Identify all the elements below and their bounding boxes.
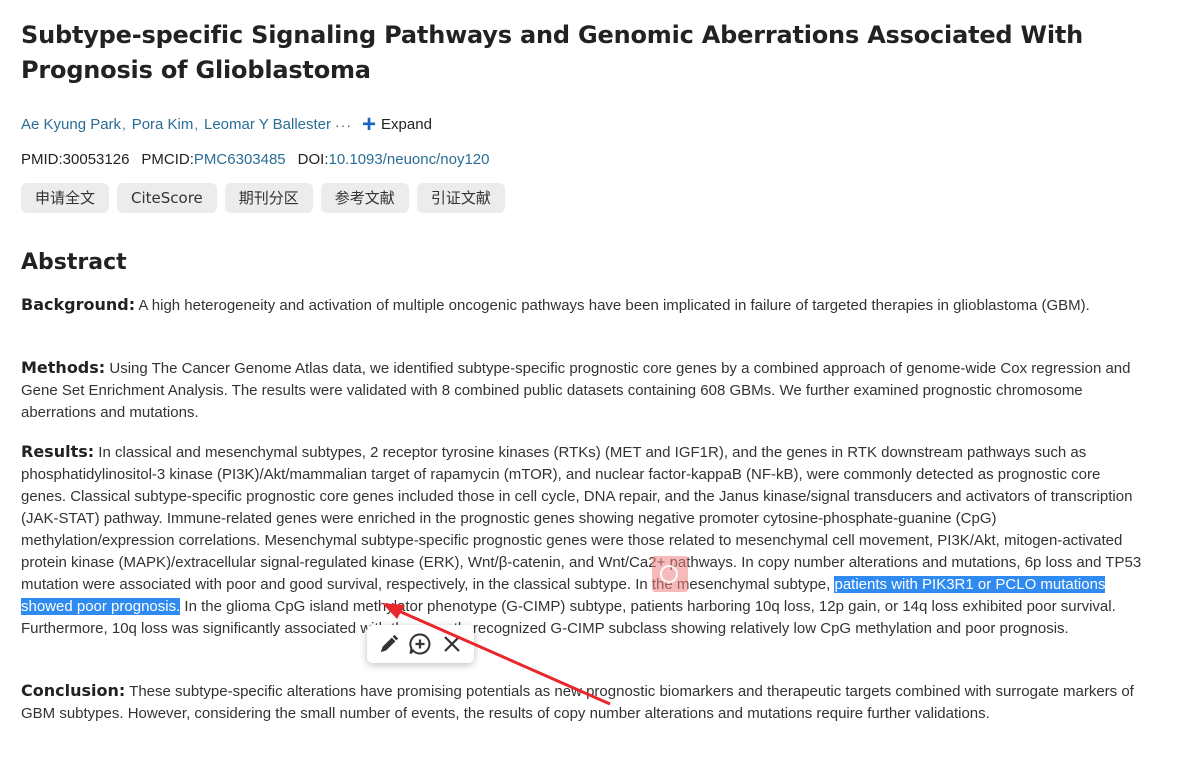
pmcid-label: PMCID:: [141, 151, 194, 168]
expand-label: Expand: [381, 116, 432, 133]
results-label: Results:: [21, 442, 95, 461]
author-list: Ae Kyung Park , Pora Kim , Leomar Y Ball…: [21, 111, 432, 138]
author-link[interactable]: Pora Kim: [131, 116, 194, 133]
doi-label: DOI:: [297, 151, 329, 168]
references-button[interactable]: 参考文献: [320, 183, 409, 213]
citescore-button[interactable]: CiteScore: [117, 183, 217, 213]
abstract-results: Results: In classical and mesenchymal su…: [21, 441, 1146, 640]
action-buttons: 申请全文 CiteScore 期刊分区 参考文献 引证文献: [21, 183, 505, 213]
add-note-icon[interactable]: [406, 630, 434, 658]
author-link[interactable]: Ae Kyung Park: [21, 116, 122, 133]
pmid-value: 30053126: [62, 151, 130, 168]
background-text: A high heterogeneity and activation of m…: [135, 297, 1090, 314]
abstract-heading: Abstract: [21, 250, 127, 275]
results-text: In classical and mesenchymal subtypes, 2…: [21, 444, 1142, 593]
author-link[interactable]: Leomar Y Ballester: [204, 116, 332, 133]
article-title: Subtype-specific Signaling Pathways and …: [21, 21, 1084, 84]
authors-ellipsis: ···: [335, 116, 353, 133]
click-marker: [652, 556, 688, 592]
abstract-background: Background: A high heterogeneity and act…: [21, 294, 1146, 317]
pmid-label: PMID:: [21, 151, 63, 168]
annotation-toolbar: [367, 625, 474, 663]
request-fulltext-button[interactable]: 申请全文: [21, 183, 110, 213]
doi-link[interactable]: 10.1093/neuonc/noy120: [328, 151, 490, 168]
background-label: Background:: [21, 295, 136, 314]
pen-icon[interactable]: [375, 630, 403, 658]
expand-authors-button[interactable]: + Expand: [362, 111, 432, 138]
plus-icon: +: [362, 111, 377, 138]
article-identifiers: PMID: 30053126 PMCID: PMC6303485 DOI: 10…: [21, 151, 489, 168]
close-icon[interactable]: [438, 630, 466, 658]
abstract-conclusion: Conclusion: These subtype-specific alter…: [21, 680, 1146, 725]
conclusion-text: These subtype-specific alterations have …: [21, 683, 1134, 722]
author-separator: ,: [122, 117, 126, 132]
conclusion-label: Conclusion:: [21, 681, 126, 700]
methods-text: Using The Cancer Genome Atlas data, we i…: [21, 360, 1131, 421]
methods-label: Methods:: [21, 358, 106, 377]
citations-button[interactable]: 引证文献: [416, 183, 505, 213]
journal-quartile-button[interactable]: 期刊分区: [224, 183, 313, 213]
author-separator: ,: [194, 117, 198, 132]
pmcid-link[interactable]: PMC6303485: [193, 151, 286, 168]
results-text-continued: In the glioma CpG island methylator phen…: [21, 598, 1116, 637]
abstract-methods: Methods: Using The Cancer Genome Atlas d…: [21, 357, 1146, 424]
